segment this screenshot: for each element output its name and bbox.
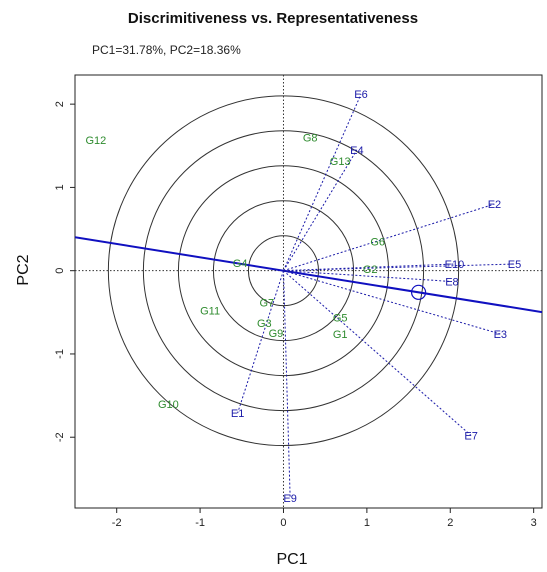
genotype-label-g11: G11 [200, 306, 220, 318]
concentric-circle-5 [107, 95, 460, 447]
concentric-circle-1 [247, 235, 320, 307]
environment-label-e6: E6 [354, 89, 367, 101]
concentric-circle-2 [212, 200, 355, 342]
environment-label-e4: E4 [350, 145, 363, 157]
vector-e6 [283, 93, 362, 271]
chart-subtitle: PC1=31.78%, PC2=18.36% [92, 43, 241, 57]
genotype-label-g12: G12 [85, 135, 106, 147]
x-tick-label: -2 [112, 517, 122, 529]
genotype-label-g4: G4 [233, 258, 248, 270]
vector-e7 [283, 270, 472, 436]
vector-e8 [283, 270, 452, 283]
x-tick-label: -1 [195, 517, 205, 529]
environment-label-e9: E9 [283, 493, 296, 505]
y-tick-label: -2 [54, 432, 66, 442]
chart-title: Discrimitiveness vs. Representativeness [128, 10, 418, 27]
environment-label-e7: E7 [464, 431, 477, 443]
x-tick-label: 1 [364, 517, 370, 529]
plot-frame [74, 74, 543, 509]
genotype-label-g10: G10 [158, 399, 179, 411]
y-tick-label: 0 [54, 268, 66, 274]
environment-label-e3: E3 [494, 329, 507, 341]
x-tick-label: 0 [280, 517, 286, 529]
y-axis-label: PC2 [15, 254, 32, 285]
x-axis-label: PC1 [276, 551, 307, 568]
y-tick-label: 1 [54, 184, 66, 190]
y-tick-label: 2 [54, 101, 66, 107]
vector-e5 [283, 263, 515, 272]
genotype-label-g1: G1 [333, 329, 348, 341]
genotype-label-g13: G13 [330, 156, 351, 168]
genotype-label-g7: G7 [259, 297, 274, 309]
environment-label-e10: E10 [445, 259, 465, 271]
vector-e2 [283, 203, 495, 272]
vector-e9 [282, 270, 291, 499]
x-tick-label: 2 [447, 517, 453, 529]
genotype-label-g2: G2 [363, 264, 378, 276]
average-environment-axis [75, 236, 542, 314]
vector-e1 [237, 270, 284, 414]
genotype-label-g3: G3 [257, 318, 272, 330]
vector-e4 [283, 149, 358, 271]
genotype-label-g6: G6 [370, 237, 385, 249]
average-environment-marker [410, 284, 427, 300]
y-tick-label: -1 [54, 349, 66, 359]
environment-label-e8: E8 [445, 277, 458, 289]
x-tick-label: 3 [531, 517, 537, 529]
concentric-circle-4 [142, 130, 425, 412]
environment-label-e5: E5 [508, 259, 521, 271]
environment-label-e1: E1 [231, 408, 244, 420]
genotype-label-g9: G9 [269, 328, 284, 340]
genotype-label-g8: G8 [303, 132, 318, 144]
vector-e3 [283, 270, 501, 335]
concentric-circle-3 [177, 165, 390, 377]
environment-label-e2: E2 [488, 199, 501, 211]
genotype-label-g5: G5 [333, 312, 348, 324]
